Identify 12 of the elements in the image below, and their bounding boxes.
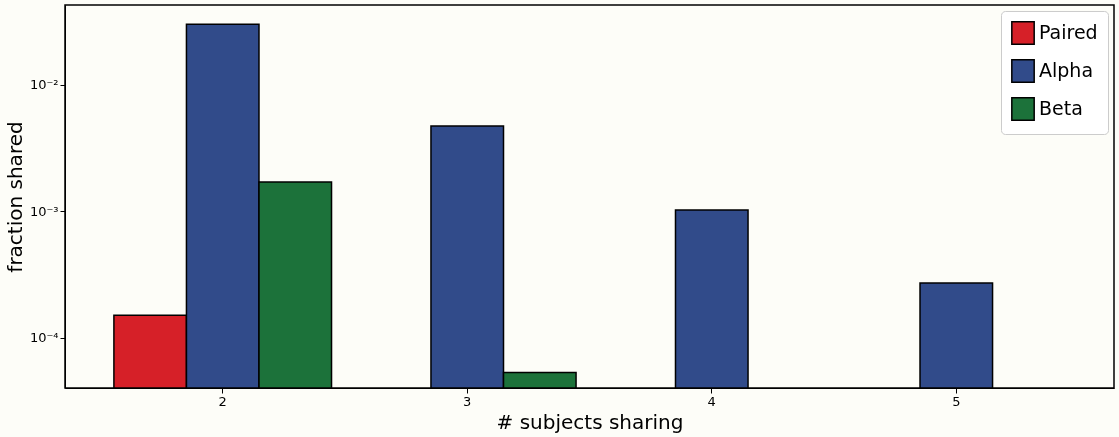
legend-label: Alpha xyxy=(1039,59,1094,81)
x-tick-label: 2 xyxy=(218,393,227,409)
x-tick-label: 5 xyxy=(952,393,961,409)
x-tick-label: 3 xyxy=(463,393,472,409)
x-axis-title: # subjects sharing xyxy=(496,409,684,434)
y-tick-label: 10⁻² xyxy=(29,77,59,93)
x-tick-label: 4 xyxy=(707,393,716,409)
y-tick-label: 10⁻⁴ xyxy=(29,330,59,346)
legend-label: Paired xyxy=(1039,21,1098,43)
y-tick-label: 10⁻³ xyxy=(29,203,59,219)
legend-label: Beta xyxy=(1039,97,1083,119)
y-axis-title: fraction shared xyxy=(2,121,27,273)
